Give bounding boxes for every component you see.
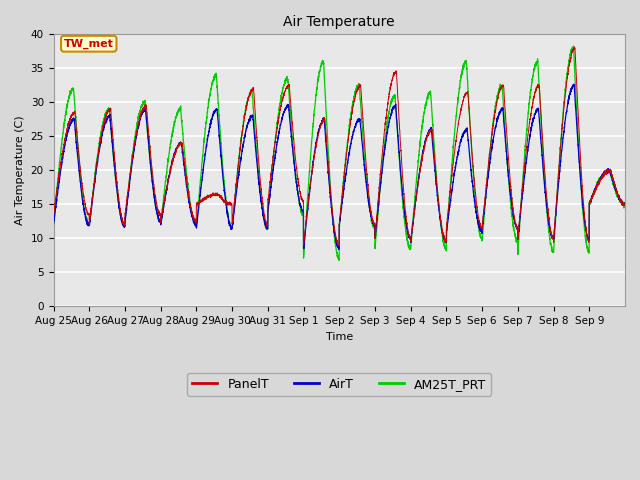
Y-axis label: Air Temperature (C): Air Temperature (C) [15,116,25,225]
Text: TW_met: TW_met [64,38,114,49]
X-axis label: Time: Time [326,332,353,342]
Legend: PanelT, AirT, AM25T_PRT: PanelT, AirT, AM25T_PRT [188,372,491,396]
Title: Air Temperature: Air Temperature [284,15,395,29]
